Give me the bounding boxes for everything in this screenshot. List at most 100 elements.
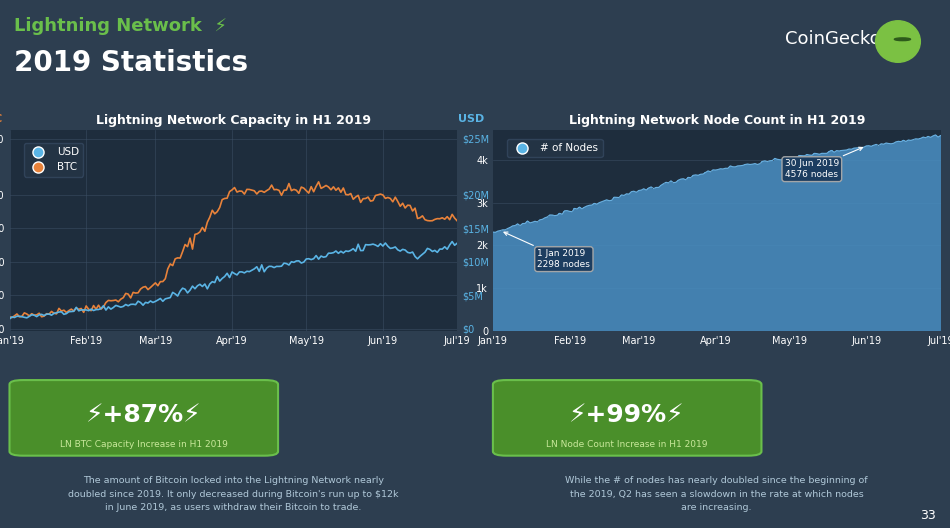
Bar — [909, 140, 912, 331]
Title: Lightning Network Node Count in H1 2019: Lightning Network Node Count in H1 2019 — [568, 114, 864, 127]
Bar — [833, 152, 835, 331]
Bar — [566, 211, 568, 331]
Bar — [855, 148, 858, 331]
Bar — [660, 185, 662, 331]
Bar — [610, 200, 613, 331]
Bar — [818, 154, 821, 331]
Bar — [846, 150, 847, 331]
Bar — [633, 191, 636, 331]
Bar — [826, 153, 828, 331]
Bar — [904, 142, 907, 331]
Bar — [514, 225, 517, 331]
Bar — [798, 155, 801, 331]
Legend: USD, BTC: USD, BTC — [24, 143, 84, 176]
Bar — [937, 137, 940, 331]
Bar — [793, 158, 796, 331]
Bar — [679, 179, 682, 331]
Bar — [880, 144, 883, 331]
Bar — [509, 228, 511, 331]
Bar — [729, 166, 732, 331]
Bar — [628, 194, 630, 331]
Bar — [636, 192, 637, 331]
Bar — [598, 203, 600, 331]
Bar — [573, 209, 576, 331]
Text: The amount of Bitcoin locked into the Lightning Network nearly
doubled since 201: The amount of Bitcoin locked into the Li… — [68, 476, 399, 512]
Text: CoinGecko: CoinGecko — [786, 30, 881, 48]
Bar — [645, 190, 648, 331]
Bar — [616, 197, 618, 331]
Text: 1 Jan 2019
2298 nodes: 1 Jan 2019 2298 nodes — [504, 232, 590, 269]
Bar — [892, 143, 895, 331]
Bar — [543, 218, 546, 331]
Bar — [900, 142, 902, 331]
Bar — [511, 226, 514, 331]
Bar — [843, 150, 846, 331]
Bar — [927, 136, 929, 331]
Bar — [878, 146, 880, 331]
Bar — [536, 222, 539, 331]
Text: ⚡+99%⚡: ⚡+99%⚡ — [569, 403, 685, 427]
Bar — [526, 221, 529, 331]
Bar — [576, 209, 579, 331]
Bar — [637, 191, 640, 331]
Bar — [580, 209, 583, 331]
Bar — [875, 144, 878, 331]
Bar — [929, 137, 932, 331]
Bar — [784, 160, 786, 331]
Bar — [756, 164, 759, 331]
Bar — [640, 190, 642, 331]
Bar — [571, 212, 573, 331]
Bar — [764, 161, 766, 331]
Bar — [739, 166, 741, 331]
Bar — [548, 215, 551, 331]
Bar — [694, 175, 697, 331]
Bar — [863, 147, 865, 331]
Bar — [707, 171, 710, 331]
Bar — [865, 146, 867, 331]
Bar — [932, 136, 934, 331]
Bar — [620, 195, 623, 331]
Bar — [702, 174, 704, 331]
Bar — [704, 173, 707, 331]
Bar — [778, 159, 781, 331]
Bar — [858, 148, 860, 331]
Bar — [741, 165, 744, 331]
Bar — [813, 153, 816, 331]
Bar — [773, 158, 776, 331]
Bar — [716, 169, 719, 331]
Bar — [650, 187, 653, 331]
Text: USD: USD — [458, 114, 484, 124]
Bar — [714, 170, 716, 331]
Bar — [924, 138, 927, 331]
Bar — [749, 164, 751, 331]
Bar — [506, 229, 509, 331]
Bar — [796, 158, 798, 331]
Bar — [786, 158, 788, 331]
Bar — [699, 174, 702, 331]
Bar — [872, 145, 875, 331]
Bar — [860, 148, 863, 331]
Bar — [497, 231, 499, 331]
Bar — [769, 161, 771, 331]
Bar — [895, 142, 897, 331]
Bar — [563, 211, 566, 331]
Bar — [596, 204, 598, 331]
Bar — [816, 154, 818, 331]
Bar — [853, 148, 855, 331]
Bar — [625, 194, 628, 331]
Bar — [841, 150, 843, 331]
Bar — [771, 161, 773, 331]
FancyBboxPatch shape — [10, 380, 278, 456]
Bar — [761, 162, 764, 331]
Bar — [494, 232, 497, 331]
Text: 2019 Statistics: 2019 Statistics — [14, 49, 248, 77]
Bar — [776, 159, 778, 331]
Bar — [554, 215, 556, 331]
Text: BTC: BTC — [0, 114, 3, 124]
Bar — [727, 168, 729, 331]
Bar — [690, 178, 692, 331]
Bar — [821, 153, 823, 331]
Bar — [492, 232, 494, 331]
Bar — [759, 164, 761, 331]
Bar — [583, 207, 585, 331]
